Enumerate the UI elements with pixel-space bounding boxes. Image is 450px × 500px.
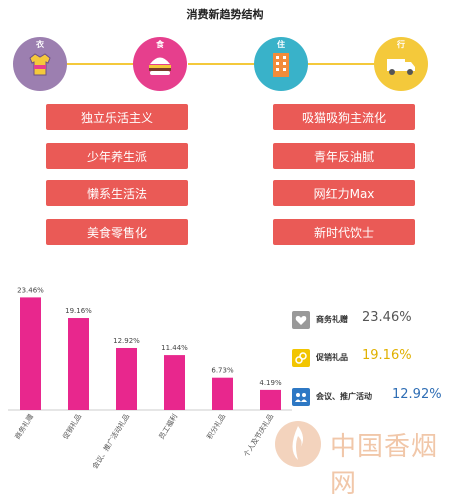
watermark-logo (275, 421, 321, 467)
people-icon (292, 388, 310, 406)
bar (212, 377, 233, 410)
trend-pill: 少年养生派 (46, 143, 188, 169)
category-label: 食 (156, 40, 164, 49)
category-label: 住 (277, 40, 285, 49)
legend-label: 会议、推广活动 (316, 392, 372, 401)
data-label: 6.73% (211, 367, 234, 375)
link-icon (292, 349, 310, 367)
trend-pill: 独立乐活主义 (46, 104, 188, 130)
connector-line (298, 63, 378, 65)
trend-pill: 美食零售化 (46, 219, 188, 245)
data-label: 23.46% (17, 286, 44, 294)
shirt-icon (29, 53, 51, 76)
building-icon (273, 53, 289, 77)
trend-pill: 新时代饮士 (273, 219, 415, 245)
category-circle-travel: 行 (374, 37, 428, 91)
category-label: 衣 (36, 40, 44, 49)
trend-pill: 青年反油腻 (273, 143, 415, 169)
data-label: 12.92% (113, 337, 140, 345)
data-label: 4.19% (259, 379, 282, 387)
tick-label: 商务礼赠 (13, 412, 35, 441)
bar (116, 347, 137, 410)
tick-label: 促销礼品 (61, 412, 83, 441)
legend-value: 12.92% (392, 387, 442, 402)
legend-value: 19.16% (362, 348, 412, 363)
legend-value: 23.46% (362, 310, 412, 325)
heart-icon (292, 311, 310, 329)
tick-label: 个人及节庆礼品 (242, 412, 276, 458)
bar (164, 355, 185, 410)
category-circle-food: 食 (133, 37, 187, 91)
page-title: 消费新趋势结构 (186, 8, 264, 21)
bar (20, 297, 41, 410)
legend-label: 促销礼品 (316, 353, 348, 362)
tick-label: 积分礼品 (205, 412, 227, 441)
bar-chart: 23.46% 商务礼赠 19.16% 促销礼品 12.92% 会议、推广活动礼品 11.44… (8, 286, 292, 470)
truck-icon (387, 59, 415, 75)
trend-pill: 网红力Max (273, 180, 415, 206)
trend-pill: 懒系生活法 (46, 180, 188, 206)
category-label: 行 (397, 40, 405, 49)
watermark: 中国香烟网 (330, 432, 439, 499)
bar (68, 318, 89, 410)
data-label: 11.44% (161, 344, 188, 352)
tick-label: 员工福利 (157, 412, 179, 441)
trend-pill: 吸猫吸狗主流化 (273, 104, 415, 130)
burger-icon (149, 57, 171, 75)
connector-line (188, 63, 268, 65)
bar (260, 389, 281, 410)
legend-label: 商务礼赠 (316, 315, 348, 324)
category-circle-clothing: 衣 (13, 37, 67, 91)
tick-label: 会议、推广活动礼品 (90, 412, 131, 470)
category-circle-housing: 住 (254, 37, 308, 91)
connector-line (67, 63, 157, 65)
data-label: 19.16% (65, 307, 92, 315)
